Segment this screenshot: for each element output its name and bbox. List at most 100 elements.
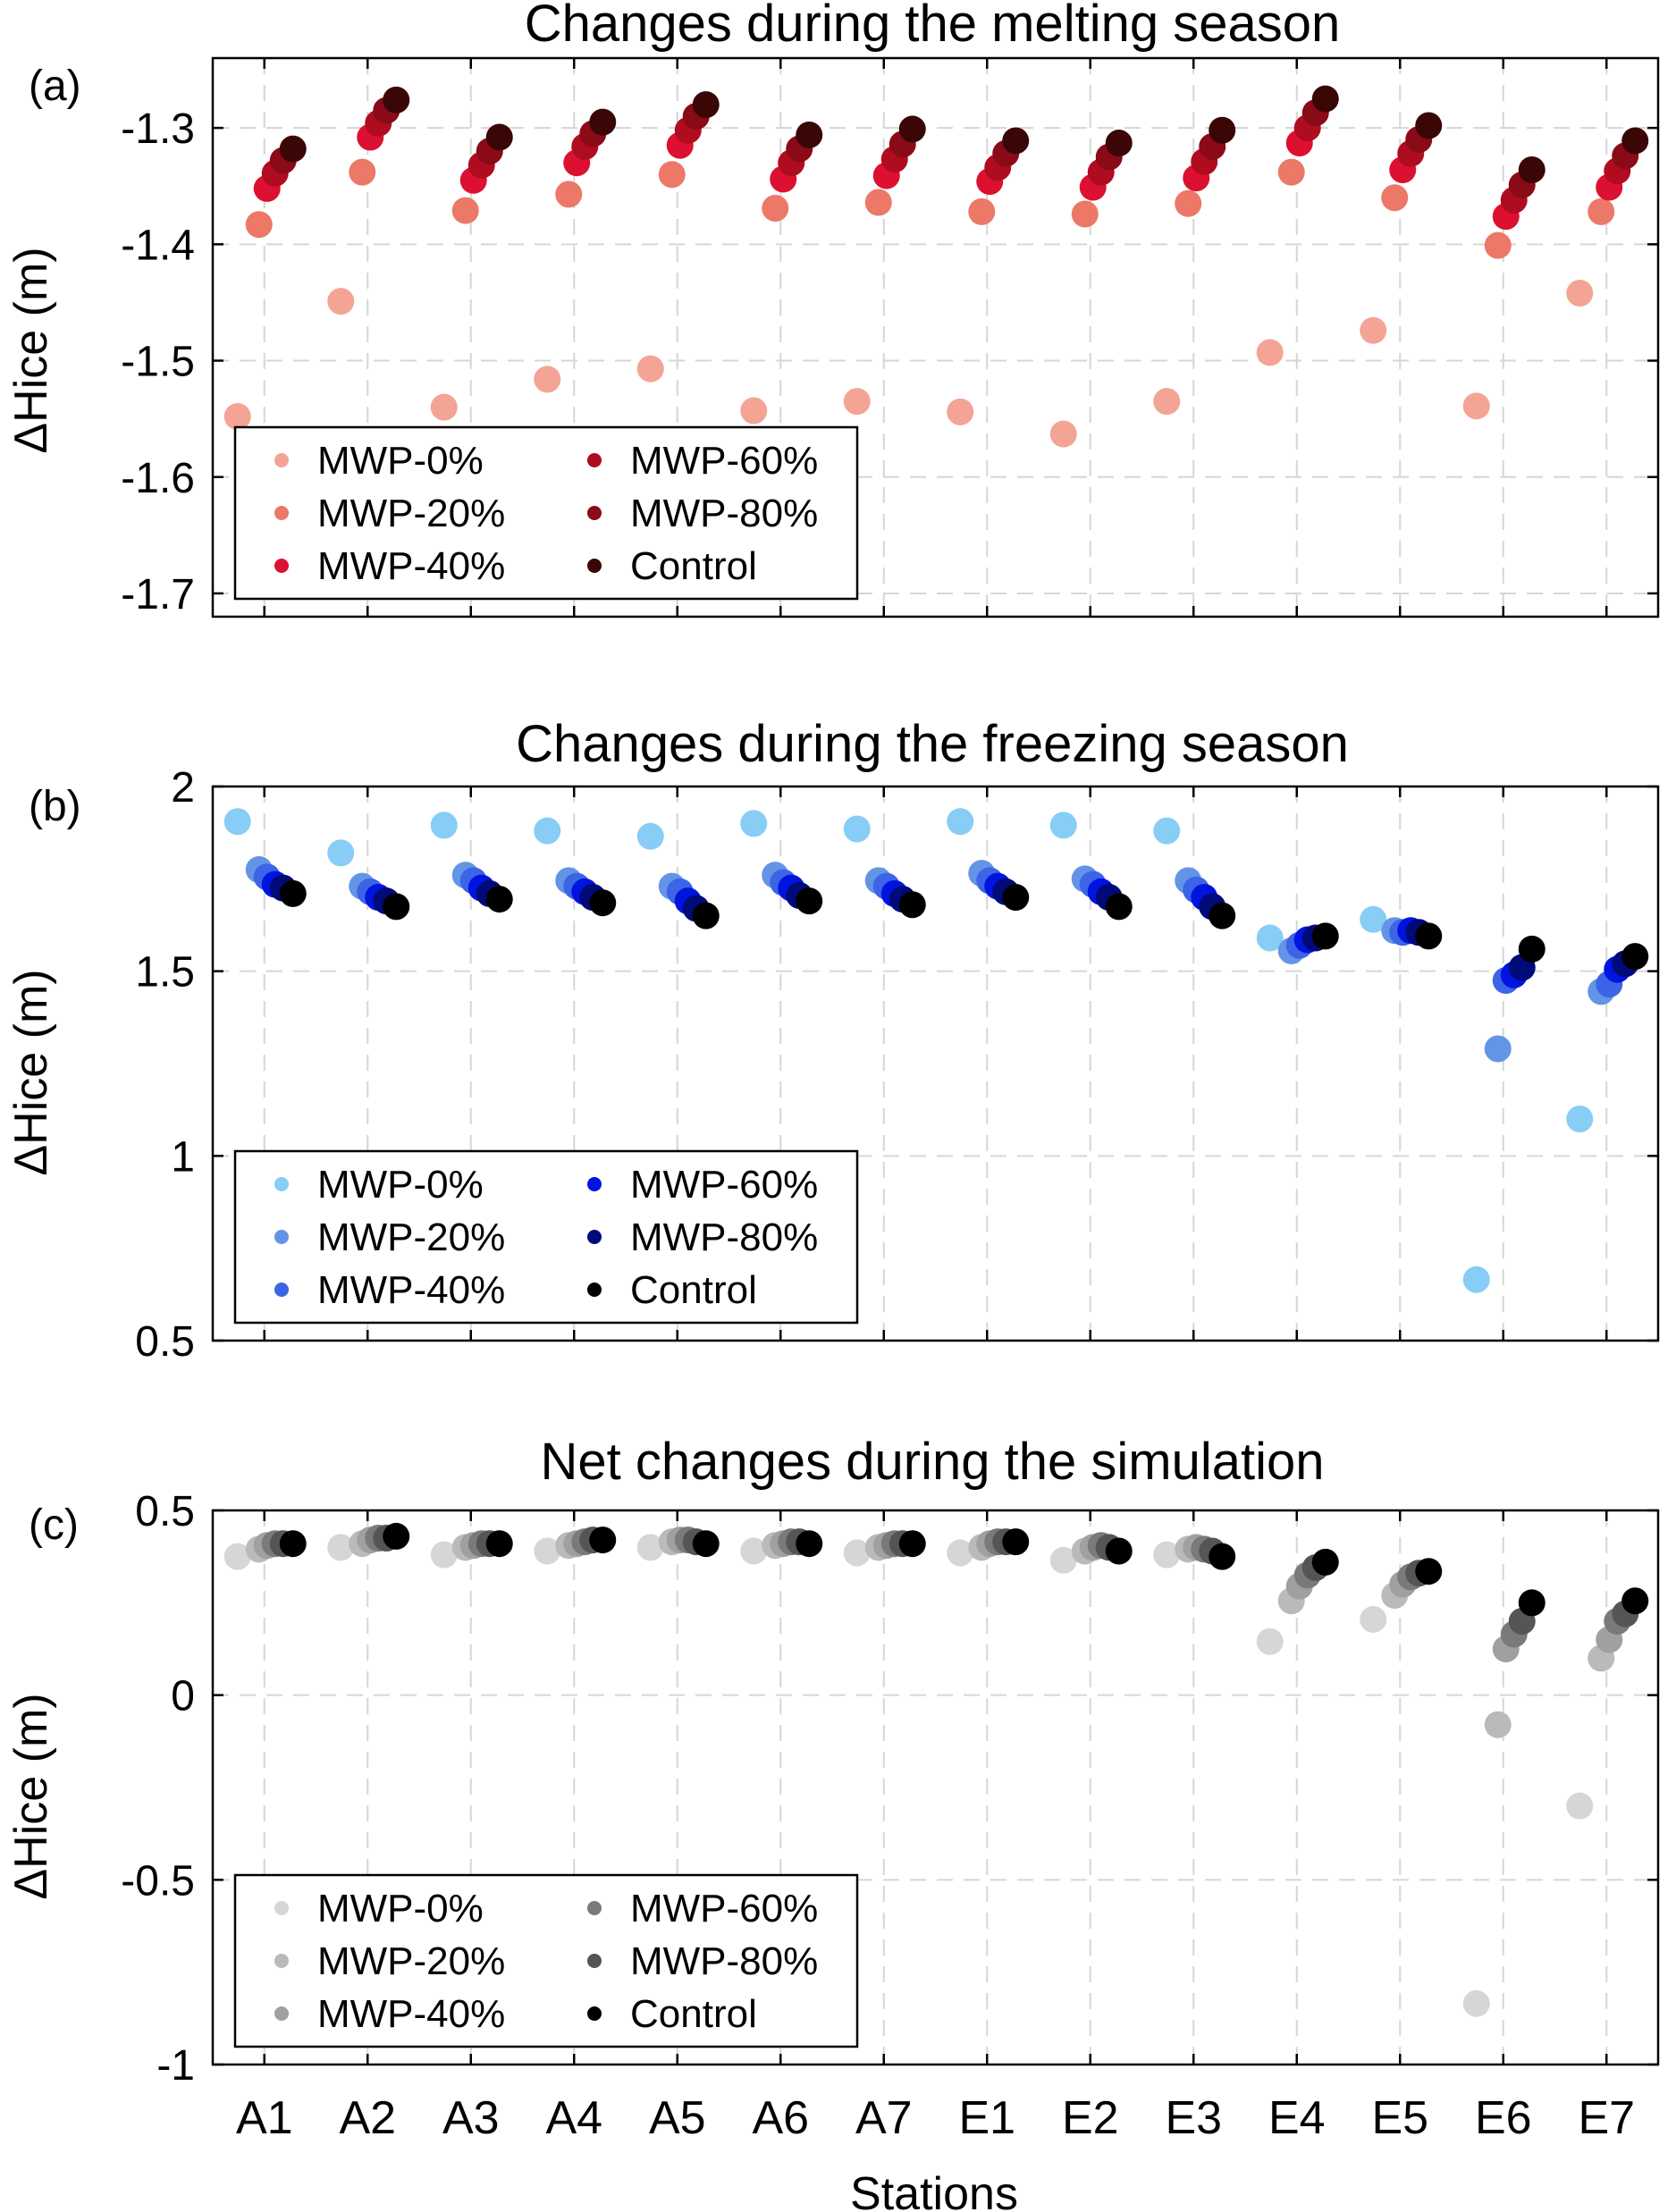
- point-c-s0-A1: [223, 1543, 251, 1570]
- point-a-s1-A2: [349, 158, 376, 186]
- station-label-A6: A6: [752, 2092, 809, 2144]
- point-b-s5-A7: [898, 891, 926, 919]
- point-c-s5-E1: [1002, 1528, 1030, 1556]
- point-a-s1-E7: [1588, 198, 1615, 225]
- points-b: [223, 808, 1649, 1293]
- point-a-s1-E6: [1484, 231, 1512, 259]
- ytick-label-a-1: -1.4: [121, 222, 195, 269]
- legend-label-c-4: MWP-80%: [630, 1939, 818, 1983]
- legend-a: MWP-0% MWP-20% MWP-40% MWP-60% MWP-80% Contro…: [233, 425, 859, 601]
- legend-box-b: [233, 1149, 859, 1325]
- point-c-s0-A6: [740, 1537, 768, 1565]
- point-a-s5-E7: [1621, 127, 1649, 155]
- point-b-s5-E5: [1415, 922, 1443, 950]
- ytick-label-b-1: 1.5: [135, 949, 195, 997]
- point-b-s0-A3: [430, 812, 458, 839]
- legend-label-c-2: MWP-40%: [317, 1992, 505, 2036]
- point-b-s5-A3: [485, 886, 513, 913]
- panel-net-changes: 0.5 0 -0.5 -1 Net changes during the simula…: [5, 1433, 1660, 2090]
- legend-marker-a-5: [587, 559, 602, 573]
- legend-label-b-2: MWP-40%: [317, 1268, 505, 1312]
- point-b-s5-A2: [383, 893, 410, 921]
- point-c-s5-A6: [796, 1530, 823, 1558]
- point-c-s5-A5: [692, 1530, 720, 1558]
- point-b-s0-E4: [1256, 924, 1284, 952]
- point-a-s5-E5: [1415, 112, 1443, 139]
- station-label-A2: A2: [339, 2092, 396, 2144]
- point-b-s0-E1: [947, 808, 974, 836]
- point-b-s0-E7: [1566, 1106, 1594, 1132]
- station-label-E1: E1: [958, 2092, 1015, 2144]
- point-a-s1-A1: [245, 211, 273, 239]
- point-c-s5-E6: [1518, 1589, 1545, 1617]
- ticks-b: 2 1.5 1 0.5: [135, 764, 1658, 1366]
- point-a-s1-E4: [1277, 158, 1305, 186]
- legend-label-b-4: MWP-80%: [630, 1215, 818, 1259]
- point-c-s0-A4: [534, 1537, 561, 1565]
- point-a-s1-E1: [968, 198, 996, 225]
- point-c-s5-A2: [383, 1522, 410, 1550]
- legend-label-c-1: MWP-20%: [317, 1939, 505, 1983]
- point-a-s0-E4: [1256, 339, 1284, 366]
- station-label-A3: A3: [442, 2092, 500, 2144]
- station-label-E2: E2: [1062, 2092, 1119, 2144]
- legend-label-c-5: Control: [630, 1992, 757, 2036]
- legend-label-c-3: MWP-60%: [630, 1887, 818, 1930]
- legend-marker-c-2: [274, 2006, 289, 2021]
- point-c-s5-E3: [1209, 1543, 1236, 1570]
- ytick-label-c-2: -0.5: [121, 1857, 195, 1905]
- point-c-s5-A1: [279, 1530, 307, 1558]
- point-a-s5-A7: [898, 115, 926, 143]
- legend-label-a-2: MWP-40%: [317, 544, 505, 588]
- point-a-s0-A4: [534, 366, 561, 393]
- point-a-s5-A5: [692, 91, 720, 119]
- point-a-s0-A6: [740, 397, 768, 425]
- point-b-s0-A7: [843, 815, 871, 843]
- point-a-s5-E6: [1518, 156, 1545, 183]
- point-c-s5-E2: [1105, 1537, 1133, 1565]
- legend-b: MWP-0% MWP-20% MWP-40% MWP-60% MWP-80% Contro…: [233, 1149, 859, 1325]
- point-c-s5-E4: [1311, 1548, 1339, 1576]
- point-a-s1-A4: [555, 181, 583, 208]
- point-b-s0-A2: [327, 839, 355, 867]
- point-a-s5-A6: [796, 121, 823, 148]
- point-a-s5-E3: [1209, 116, 1236, 144]
- x-axis-label: Stations: [850, 2168, 1018, 2212]
- ylabel-a: ΔHice (m): [5, 247, 57, 453]
- point-a-s1-A6: [762, 194, 789, 222]
- ytick-label-c-3: -1: [156, 2042, 195, 2090]
- legend-marker-a-2: [274, 559, 289, 573]
- station-label-A5: A5: [649, 2092, 706, 2144]
- legend-box-a: [233, 425, 859, 601]
- legend-label-a-5: Control: [630, 544, 757, 588]
- panel-label-b: (b): [29, 783, 81, 830]
- point-a-s1-A3: [451, 197, 479, 224]
- point-c-s5-E5: [1415, 1558, 1443, 1585]
- point-c-s0-E2: [1049, 1546, 1077, 1574]
- point-a-s1-E3: [1175, 189, 1202, 217]
- point-b-s0-A4: [534, 817, 561, 845]
- legend-marker-a-4: [587, 506, 602, 520]
- point-a-s0-E5: [1360, 316, 1387, 344]
- title-a: Changes during the melting season: [525, 0, 1340, 53]
- point-c-s1-E6: [1484, 1711, 1512, 1738]
- point-c-s0-E3: [1153, 1541, 1181, 1569]
- point-c-s0-E7: [1566, 1792, 1594, 1820]
- station-label-E3: E3: [1165, 2092, 1222, 2144]
- point-b-s0-E5: [1360, 905, 1387, 933]
- point-b-s0-A5: [636, 822, 664, 850]
- axes-box-a: [211, 56, 1660, 618]
- station-label-A4: A4: [545, 2092, 602, 2144]
- point-a-s1-A7: [864, 189, 892, 216]
- point-a-s1-A5: [658, 161, 686, 189]
- point-c-s5-A3: [485, 1530, 513, 1558]
- legend-label-a-1: MWP-20%: [317, 492, 505, 535]
- legend-marker-c-0: [274, 1901, 289, 1915]
- legend-marker-c-3: [587, 1901, 602, 1915]
- point-b-s5-E6: [1518, 935, 1545, 963]
- point-c-s5-A7: [898, 1530, 926, 1558]
- legend-marker-b-4: [587, 1230, 602, 1244]
- point-b-s5-E1: [1002, 884, 1030, 911]
- point-a-s0-A7: [843, 388, 871, 416]
- point-a-s0-E1: [947, 398, 974, 425]
